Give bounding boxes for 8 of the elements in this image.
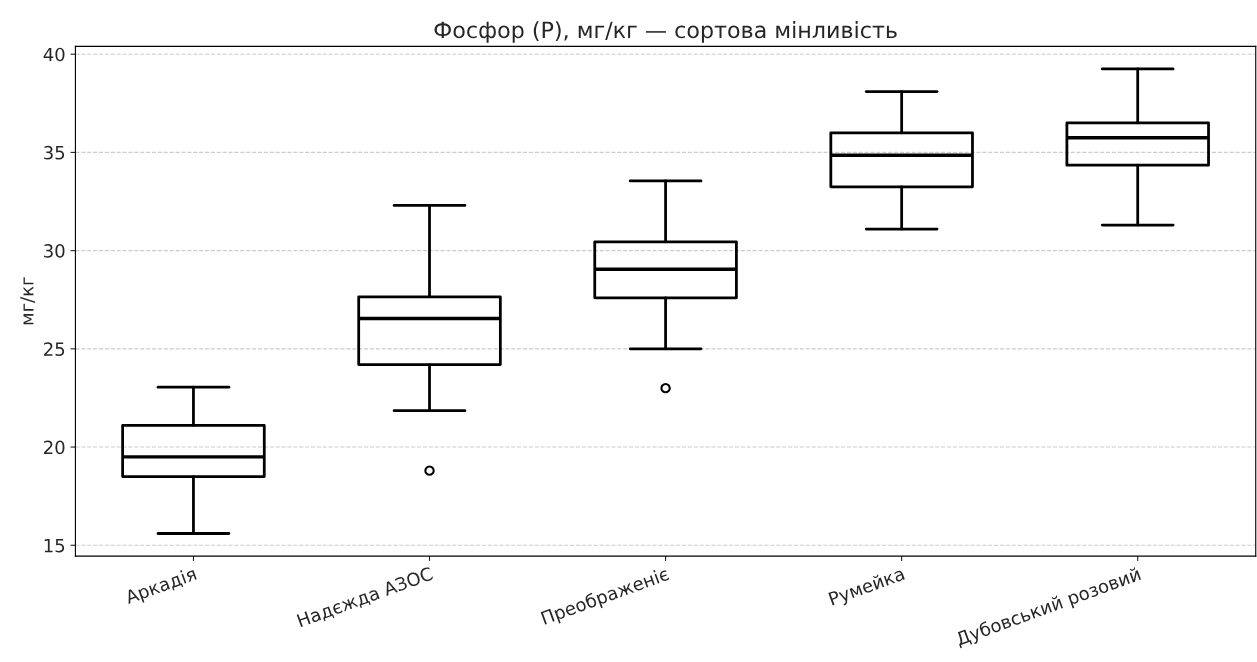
y-axis-title: мг/кг <box>20 277 36 325</box>
y-tick-label: 35 <box>44 145 65 160</box>
y-tick-label: 15 <box>44 538 65 553</box>
y-tick-label: 40 <box>43 47 65 62</box>
y-tick-label: 25 <box>44 342 65 356</box>
y-tick-label: 20 <box>44 440 65 455</box>
chart-title: Фосфор (P), мг/кг — сортова мінливість <box>434 21 897 43</box>
y-tick-label: 30 <box>44 244 65 258</box>
